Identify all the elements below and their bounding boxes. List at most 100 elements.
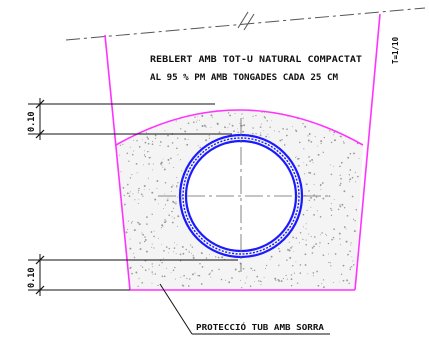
sand-speckle bbox=[309, 160, 311, 162]
sand-speckle bbox=[264, 117, 267, 119]
sand-speckle bbox=[352, 218, 355, 220]
sand-speckle bbox=[317, 145, 319, 147]
sand-speckle bbox=[351, 266, 353, 268]
sand-speckle bbox=[224, 126, 226, 129]
sand-speckle bbox=[168, 247, 171, 250]
sand-speckle bbox=[129, 146, 131, 148]
sand-speckle bbox=[277, 278, 280, 281]
sand-speckle bbox=[147, 150, 149, 153]
sand-speckle bbox=[165, 220, 167, 222]
sand-speckle bbox=[144, 141, 147, 144]
sand-speckle bbox=[188, 251, 190, 253]
sand-speckle bbox=[173, 217, 175, 219]
sand-speckle bbox=[339, 165, 341, 168]
sand-speckle bbox=[291, 246, 293, 248]
sand-speckle bbox=[141, 281, 144, 284]
sand-speckle bbox=[305, 164, 308, 166]
sand-speckle bbox=[311, 252, 314, 254]
sand-speckle bbox=[160, 161, 163, 164]
sand-speckle bbox=[172, 200, 175, 203]
sand-speckle bbox=[132, 153, 134, 156]
sand-speckle bbox=[352, 260, 354, 262]
sand-speckle bbox=[138, 146, 141, 148]
sand-speckle bbox=[187, 139, 189, 140]
sand-speckle bbox=[156, 187, 158, 189]
sand-speckle bbox=[260, 123, 262, 125]
trench-outline bbox=[104, 13, 381, 291]
sand-speckle bbox=[351, 195, 354, 198]
sand-speckle bbox=[234, 113, 236, 115]
sand-speckle bbox=[297, 164, 300, 167]
sand-speckle bbox=[320, 183, 322, 186]
sand-speckle bbox=[312, 272, 315, 274]
sand-speckle bbox=[340, 177, 342, 180]
sand-speckle bbox=[157, 284, 159, 287]
sand-speckle bbox=[173, 202, 176, 204]
sand-speckle bbox=[349, 268, 351, 271]
sand-speckle bbox=[132, 139, 134, 141]
sand-speckle bbox=[143, 150, 145, 152]
sand-speckle bbox=[202, 125, 204, 127]
sand-speckle bbox=[242, 130, 245, 133]
sand-speckle bbox=[177, 154, 179, 156]
sand-speckle bbox=[285, 274, 287, 277]
sand-speckle bbox=[308, 199, 310, 202]
sand-speckle bbox=[308, 190, 310, 192]
sand-speckle bbox=[326, 234, 328, 236]
sand-speckle bbox=[154, 137, 156, 139]
sand-speckle bbox=[163, 275, 166, 278]
sand-speckle bbox=[347, 156, 350, 159]
sand-speckle bbox=[151, 246, 153, 248]
sand-speckle bbox=[129, 267, 131, 270]
sand-speckle bbox=[192, 273, 194, 276]
sand-speckle bbox=[185, 248, 188, 251]
sand-speckle bbox=[215, 256, 217, 258]
sand-speckle bbox=[170, 272, 172, 273]
sand-speckle bbox=[194, 272, 196, 274]
sand-speckle bbox=[165, 246, 168, 248]
sand-speckle bbox=[320, 189, 322, 190]
sand-speckle bbox=[136, 140, 138, 142]
sand-speckle bbox=[308, 133, 311, 135]
sand-speckle bbox=[316, 270, 318, 273]
sand-speckle bbox=[149, 188, 150, 190]
sand-speckle bbox=[161, 275, 164, 278]
sand-speckle bbox=[308, 156, 310, 158]
sand-speckle bbox=[174, 242, 175, 244]
sand-speckle bbox=[339, 174, 341, 177]
sand-speckle bbox=[319, 234, 321, 236]
sand-speckle bbox=[292, 265, 294, 267]
sand-speckle bbox=[302, 213, 305, 216]
sand-speckle bbox=[263, 130, 265, 132]
sand-speckle bbox=[353, 230, 356, 233]
sand-speckle bbox=[122, 187, 125, 189]
sand-speckle bbox=[252, 127, 254, 129]
sand-speckle bbox=[289, 256, 292, 259]
sand-speckle bbox=[275, 279, 277, 281]
sand-speckle bbox=[153, 235, 155, 238]
sand-speckle bbox=[305, 223, 307, 225]
sand-speckle bbox=[142, 233, 144, 236]
sand-speckle bbox=[153, 230, 155, 232]
sand-speckle bbox=[250, 267, 252, 269]
sand-speckle bbox=[313, 245, 315, 248]
sand-speckle bbox=[164, 204, 166, 206]
sand-speckle bbox=[143, 189, 145, 191]
sand-speckle bbox=[354, 171, 356, 173]
sand-speckle bbox=[198, 274, 201, 277]
sand-speckle bbox=[129, 238, 131, 240]
sand-speckle bbox=[131, 174, 133, 176]
sand-speckle bbox=[143, 154, 146, 156]
sand-speckle bbox=[349, 169, 352, 171]
sand-speckle bbox=[341, 203, 344, 206]
sand-speckle bbox=[350, 242, 352, 244]
sand-speckle bbox=[290, 274, 293, 276]
sand-speckle bbox=[340, 182, 342, 185]
sand-speckle bbox=[139, 248, 142, 251]
sand-speckle bbox=[254, 280, 255, 282]
sand-speckle bbox=[173, 247, 176, 249]
sand-speckle bbox=[200, 283, 203, 285]
sand-speckle bbox=[263, 116, 266, 118]
sand-speckle bbox=[241, 125, 243, 127]
sand-speckle bbox=[252, 132, 254, 135]
